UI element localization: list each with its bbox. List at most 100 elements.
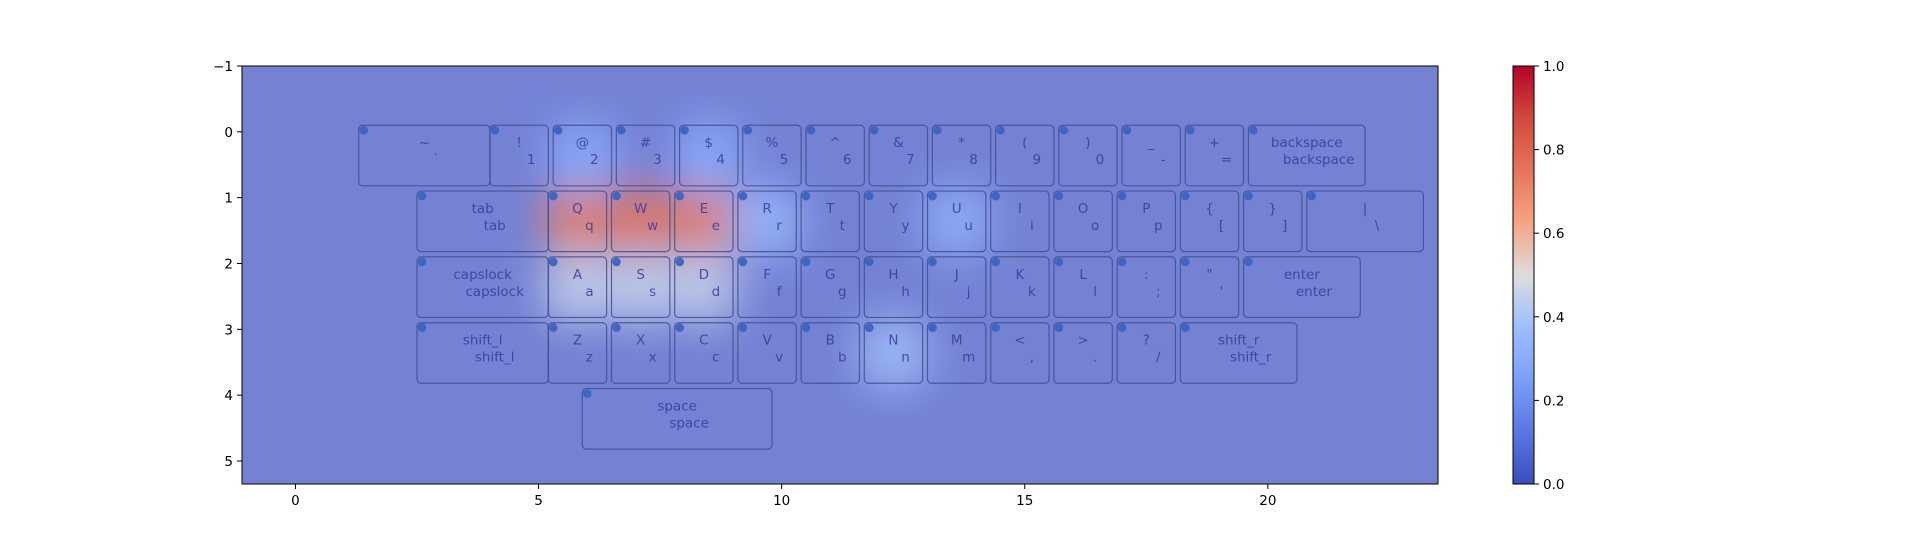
key-outline (678, 124, 739, 187)
key-base-label: i (1030, 218, 1034, 234)
key-anchor-dot (801, 257, 811, 267)
key-outline (1116, 322, 1177, 384)
key-anchor-dot (738, 323, 748, 333)
key-shift-label: # (640, 135, 651, 151)
key-outline (994, 124, 1055, 187)
key-base-label: ] (1282, 218, 1287, 234)
key-shift-label: + (1209, 135, 1220, 151)
key-comma: <, (990, 322, 1050, 384)
key-base-label: j (966, 284, 971, 300)
key-base-label: r (776, 218, 782, 234)
key-5: %5 (742, 124, 802, 187)
y-tick-label: 4 (224, 388, 233, 404)
key-d: Dd (674, 256, 734, 319)
key-x: Xx (610, 322, 671, 384)
key-base-label: h (901, 284, 910, 300)
key-base-label: o (1091, 218, 1099, 234)
key-anchor-dot (1117, 191, 1127, 201)
key-shift-label: ) (1085, 135, 1090, 151)
key-shift-label: @ (576, 135, 590, 151)
key-outline (1121, 124, 1181, 187)
key-shift-label: D (699, 267, 709, 283)
heat-spot-q (541, 183, 614, 259)
key-anchor-dot (417, 323, 427, 333)
key-outline (926, 190, 987, 253)
key-shift-label: B (826, 333, 835, 349)
key-q: Qq (547, 190, 608, 253)
key-shift-label: enter (1284, 267, 1320, 283)
key-outline (737, 256, 797, 319)
heat-spot-s (604, 249, 677, 325)
key-base-label: d (712, 284, 721, 300)
key-outline (863, 256, 924, 319)
key-shift-label: & (893, 135, 904, 151)
key-base-label: f (777, 284, 783, 300)
key-anchor-dot (928, 257, 937, 267)
key-shift-label: C (699, 333, 708, 349)
key-outline (863, 322, 924, 384)
key-shift-label: F (763, 267, 771, 283)
colorbar-tick-label: 0.4 (1543, 310, 1564, 326)
key-outline (805, 124, 865, 187)
key-outline (742, 124, 802, 187)
heat-spot-2 (546, 117, 619, 194)
key-base-label: q (585, 218, 594, 234)
key-v: Vv (737, 322, 797, 384)
key-outline (1179, 190, 1240, 253)
key-outline (1306, 190, 1425, 253)
key-outline (800, 256, 861, 319)
colorbar-tick-label: 0.6 (1543, 226, 1564, 242)
key-u: Uu (926, 190, 987, 253)
key-outline (990, 322, 1050, 384)
x-axis: 0 5 10 15 20 (291, 484, 1276, 509)
key-anchor-dot (680, 125, 689, 135)
plot-area: ~`!1@2#3$4%5^6&7*8(9)0_-+=backspacebacks… (241, 65, 1439, 485)
key-base-label: 1 (527, 152, 536, 168)
key-8: *8 (931, 124, 992, 187)
key-anchor-dot (738, 191, 748, 201)
key-outline (1058, 124, 1118, 187)
heat-spot-d (667, 249, 741, 325)
key-backslash: |\ (1306, 190, 1425, 253)
key-anchor-dot (359, 125, 368, 135)
key-shift-label: ( (1022, 135, 1027, 151)
key-6: ^6 (805, 124, 865, 187)
key-anchor-dot (1307, 191, 1317, 201)
key-anchor-dot (1054, 191, 1064, 201)
key-h: Hh (863, 256, 924, 319)
key-anchor-dot (1181, 323, 1190, 333)
key-o: Oo (1053, 190, 1113, 253)
key-base-label: = (1221, 152, 1232, 168)
colorbar-gradient (1512, 65, 1535, 485)
x-tick-label: 10 (773, 493, 790, 509)
key-anchor-dot (675, 257, 684, 267)
key-anchor-dot (996, 125, 1005, 135)
key-shift-label: Y (888, 201, 898, 217)
key-shift-label: " (1206, 267, 1212, 283)
key-anchor-dot (1185, 125, 1195, 135)
colorbar-ticks: 0.0 0.2 0.4 0.6 0.8 1.0 (1534, 59, 1564, 493)
key-shift-label: % (766, 135, 779, 151)
key-shift-label: : (1144, 267, 1149, 283)
key-7: &7 (868, 124, 929, 187)
key-base-label: 6 (843, 152, 852, 168)
key-shift-label: Q (572, 201, 583, 217)
key-1: !1 (489, 124, 549, 187)
key-base-label: shift_l (475, 350, 515, 366)
key-base-label: 2 (590, 152, 599, 168)
key-e: Ee (674, 190, 734, 253)
key-anchor-dot (991, 257, 1001, 267)
key-anchor-dot (928, 191, 937, 201)
key-anchor-dot (801, 191, 811, 201)
key-outline (615, 124, 676, 187)
key-outline (863, 190, 924, 253)
key-shift-label: < (1014, 333, 1025, 349)
key-outline (1116, 190, 1177, 253)
key-shift-label: E (700, 201, 709, 217)
key-base-label: w (647, 218, 658, 234)
key-9: (9 (994, 124, 1055, 187)
key-shift-label: } (1268, 201, 1277, 217)
